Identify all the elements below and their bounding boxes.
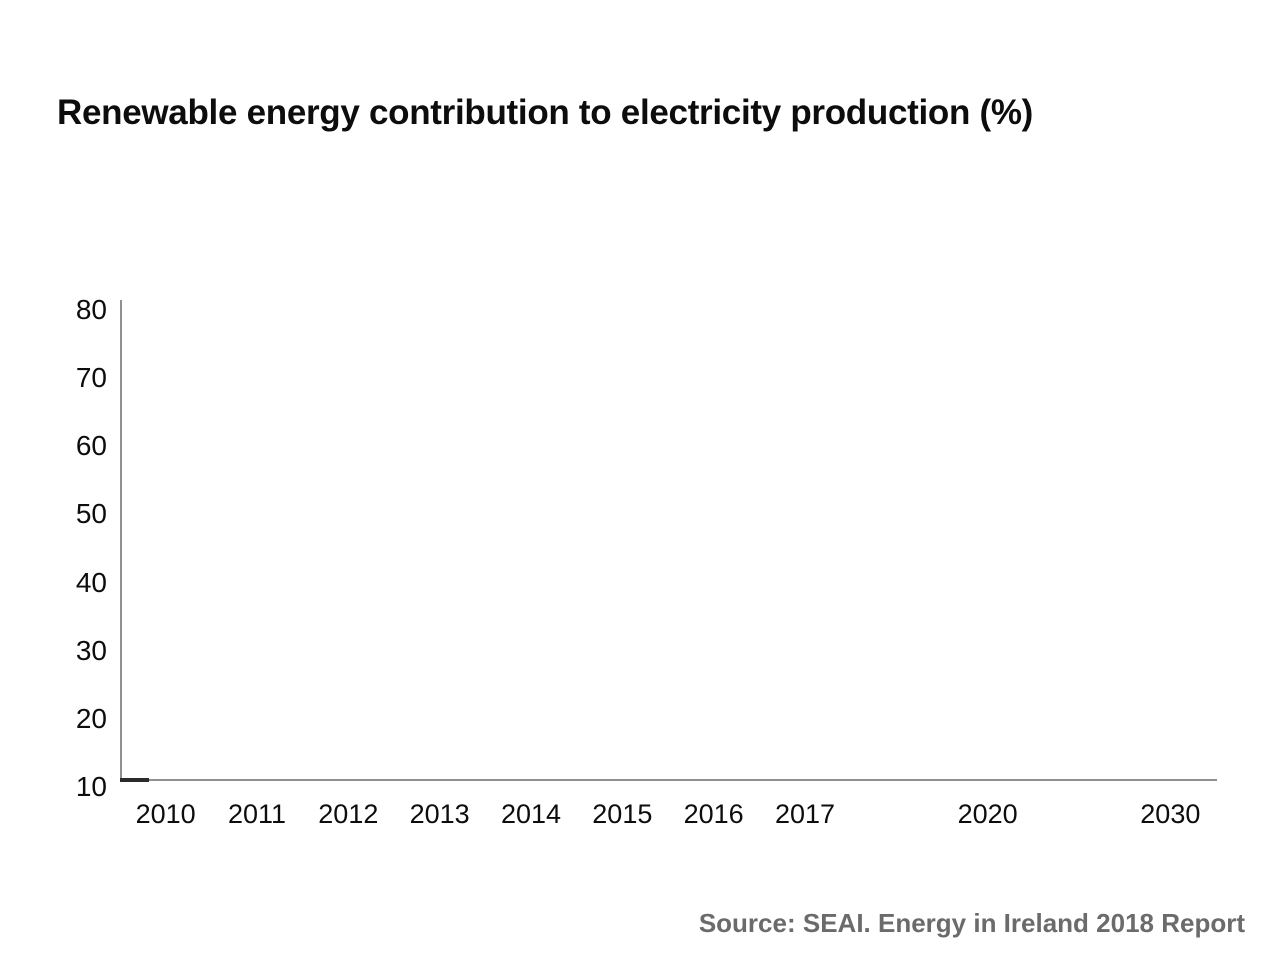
y-tick-label-60: 60 xyxy=(75,430,107,462)
y-tick-label-80: 80 xyxy=(75,294,107,325)
y-tick-label-30: 30 xyxy=(75,634,107,666)
source-credit: Source: SEAI. Energy in Ireland 2018 Rep… xyxy=(698,908,1245,938)
x-tick-label-2010: 2010 xyxy=(135,799,196,829)
y-tick-label-40: 40 xyxy=(75,566,107,598)
x-tick-label-2015: 2015 xyxy=(592,799,653,829)
data-line-start-segment xyxy=(120,778,149,782)
y-tick-label-50: 50 xyxy=(75,498,107,530)
x-tick-label-2017: 2017 xyxy=(774,799,836,829)
y-tick-label-10: 10 xyxy=(75,771,107,802)
x-tick-label-2011: 2011 xyxy=(227,799,287,829)
y-axis-line xyxy=(120,300,122,781)
x-tick-label-2013: 2013 xyxy=(409,799,470,829)
chart-title: Renewable energy contribution to electri… xyxy=(57,93,1034,132)
x-tick-label-2014: 2014 xyxy=(500,799,562,829)
x-tick-label-2030: 2030 xyxy=(1140,799,1201,829)
x-tick-label-2016: 2016 xyxy=(683,799,744,829)
x-tick-label-2012: 2012 xyxy=(318,799,379,829)
x-axis-line xyxy=(120,779,1217,781)
y-tick-label-20: 20 xyxy=(75,702,107,734)
y-tick-label-70: 70 xyxy=(75,362,107,394)
x-tick-label-2020: 2020 xyxy=(957,799,1018,829)
